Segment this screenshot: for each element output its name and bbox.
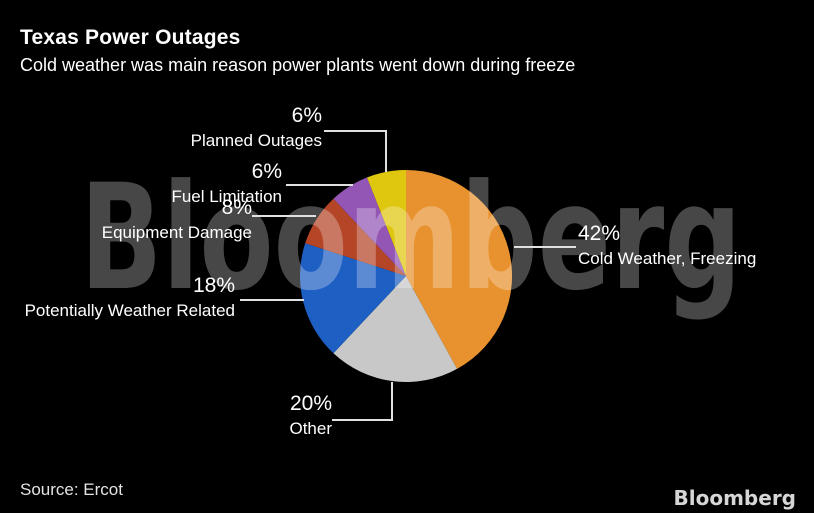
- slice-label: Other: [289, 419, 332, 438]
- pie-slice-equipment-damage: [305, 198, 406, 276]
- pie-slice-potentially-weather-related: [300, 243, 406, 354]
- slice-percent: 8%: [221, 196, 252, 219]
- callout-fuel-limitation: 6% Fuel Limitation: [171, 160, 282, 207]
- slice-percent: 42%: [578, 222, 621, 245]
- slice-label: Cold Weather, Freezing: [578, 249, 757, 268]
- callout-cold-weather-freezing: 42% Cold Weather, Freezing: [578, 222, 756, 269]
- pie-slice-planned-outages: [366, 170, 406, 276]
- pie-slice-other: [333, 276, 458, 382]
- slice-label: Planned Outages: [190, 131, 322, 150]
- slice-label: Fuel Limitation: [171, 187, 282, 206]
- leader-line-potentially-weather: [240, 299, 304, 301]
- pie-slice-fuel-limitation: [333, 177, 406, 276]
- leader-line-cold-weather: [514, 246, 576, 248]
- leader-line-planned-horizontal: [324, 130, 387, 132]
- slice-percent: 18%: [192, 274, 235, 297]
- leader-line-planned-vertical: [385, 130, 387, 172]
- slice-label: Equipment Damage: [101, 223, 252, 242]
- chart-title: Texas Power Outages: [20, 26, 241, 49]
- slice-label: Potentially Weather Related: [24, 301, 235, 320]
- pie-slice-cold-weather-freezing: [406, 170, 512, 369]
- callout-equipment-damage: 8% Equipment Damage: [102, 196, 252, 243]
- leader-line-fuel-limitation: [286, 184, 353, 186]
- pie-chart: [300, 170, 512, 382]
- chart-subtitle: Cold weather was main reason power plant…: [20, 55, 576, 75]
- bloomberg-logo: Bloomberg: [673, 486, 796, 510]
- leader-line-equipment-damage: [252, 215, 316, 217]
- source-credit: Source: Ercot: [20, 480, 123, 499]
- slice-percent: 20%: [289, 392, 332, 415]
- callout-potentially-weather-related: 18% Potentially Weather Related: [25, 274, 235, 321]
- slice-percent: 6%: [251, 160, 282, 183]
- leader-line-other-horizontal: [332, 419, 393, 421]
- slice-percent: 6%: [291, 104, 322, 127]
- callout-other: 20% Other: [289, 392, 332, 439]
- callout-planned-outages: 6% Planned Outages: [191, 104, 322, 151]
- leader-line-other-vertical: [391, 382, 393, 421]
